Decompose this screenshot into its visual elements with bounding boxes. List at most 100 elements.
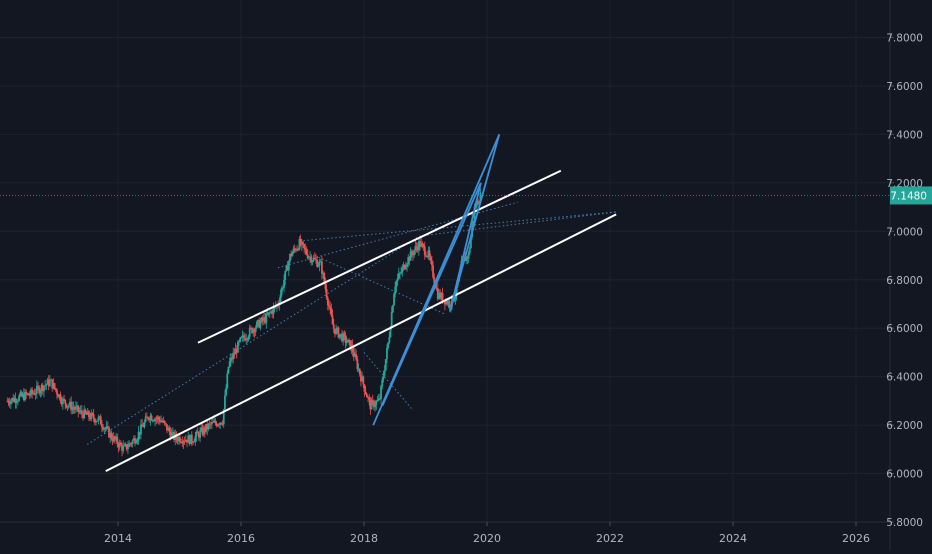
candle-up	[177, 437, 180, 441]
candle-down	[290, 253, 293, 257]
candle-up	[227, 366, 230, 374]
candle-up	[377, 398, 380, 401]
candle-down	[412, 254, 414, 256]
candle-down	[355, 353, 358, 360]
candle-up	[247, 336, 250, 339]
candle-down	[261, 317, 264, 321]
candle-up	[40, 384, 43, 391]
candle-up	[162, 420, 165, 422]
candle-up	[151, 420, 154, 422]
pattern-line[interactable]	[449, 182, 482, 312]
candle-up	[207, 424, 210, 430]
candle-up	[182, 440, 185, 444]
pattern-line[interactable]	[449, 134, 501, 312]
candle-up	[281, 287, 284, 289]
candle-down	[72, 407, 75, 409]
candle-down	[190, 434, 193, 443]
candle-down	[82, 413, 84, 419]
channel-lines-layer[interactable]	[105, 169, 617, 473]
candle-up	[228, 361, 231, 367]
candle-up	[280, 287, 283, 295]
candle-up	[402, 264, 405, 268]
candle-up	[34, 393, 37, 395]
candle-up	[222, 409, 225, 425]
candle-down	[51, 379, 54, 389]
time-axis-label: 2018	[350, 532, 378, 545]
candle-up	[131, 440, 134, 444]
price-axis-label: 7.4000	[886, 129, 923, 141]
price-axis-label: 6.0000	[886, 469, 923, 481]
candle-up	[9, 400, 12, 405]
candle-up	[135, 442, 138, 444]
candle-down	[186, 439, 188, 443]
candle-down	[84, 409, 87, 413]
candle-down	[196, 431, 199, 434]
candle-up	[298, 238, 301, 250]
candle-down	[104, 428, 107, 430]
candle-down	[429, 257, 432, 261]
candle-down	[85, 412, 88, 415]
candle-up	[406, 264, 408, 268]
candle-down	[14, 398, 17, 403]
candle-up	[390, 312, 393, 328]
candle-up	[195, 431, 198, 437]
candle-up	[171, 432, 174, 433]
candle-up	[137, 431, 140, 440]
candle-down	[220, 422, 223, 424]
candle-up	[342, 333, 345, 342]
candle-down	[302, 241, 304, 245]
candle-down	[117, 444, 120, 448]
candle-up	[140, 424, 142, 435]
candle-up	[216, 424, 219, 426]
candle-up	[257, 319, 259, 322]
time-axis[interactable]: 2014 2016 2018 2020 2022 2024 2026	[104, 522, 870, 545]
candle-down	[60, 401, 63, 405]
candle-up	[240, 336, 243, 338]
candle-down	[344, 335, 347, 343]
dotted-trend-line	[86, 235, 420, 445]
candle-up	[226, 373, 229, 389]
candle-up	[318, 261, 321, 266]
pattern-lines-layer[interactable]	[372, 134, 501, 426]
time-axis-label: 2022	[596, 532, 624, 545]
candle-up	[387, 342, 390, 349]
candle-down	[183, 440, 186, 442]
candle-down	[31, 389, 34, 394]
candle-up	[211, 422, 213, 425]
pattern-line[interactable]	[372, 134, 501, 426]
candle-down	[428, 250, 431, 258]
candle-up	[399, 272, 401, 274]
candle-down	[206, 424, 209, 430]
channel-line-upper[interactable]	[197, 169, 562, 344]
candle-up	[311, 260, 314, 263]
candle-up	[263, 317, 265, 321]
candle-down	[110, 432, 113, 439]
candle-down	[77, 405, 80, 412]
channel-line-lower[interactable]	[105, 213, 617, 473]
candle-down	[209, 423, 212, 425]
candle-up	[11, 397, 13, 401]
candle-down	[33, 393, 36, 395]
candle-up	[124, 444, 127, 446]
candle-up	[32, 393, 35, 394]
candle-down	[88, 411, 90, 418]
pattern-line[interactable]	[381, 182, 482, 407]
candle-up	[312, 257, 315, 261]
candle-up	[400, 272, 403, 274]
candle-down	[332, 324, 335, 330]
candle-up	[43, 386, 45, 392]
candle-up	[238, 341, 241, 343]
candle-down	[368, 397, 371, 400]
candle-up	[473, 207, 476, 221]
candle-up	[291, 252, 294, 257]
candle-down	[448, 301, 451, 308]
candle-up	[401, 267, 404, 273]
candle-up	[260, 317, 263, 322]
candle-up	[414, 246, 417, 251]
candle-up	[270, 311, 272, 313]
candle-up	[248, 327, 251, 337]
candle-up	[447, 301, 450, 305]
candle-down	[180, 442, 183, 443]
